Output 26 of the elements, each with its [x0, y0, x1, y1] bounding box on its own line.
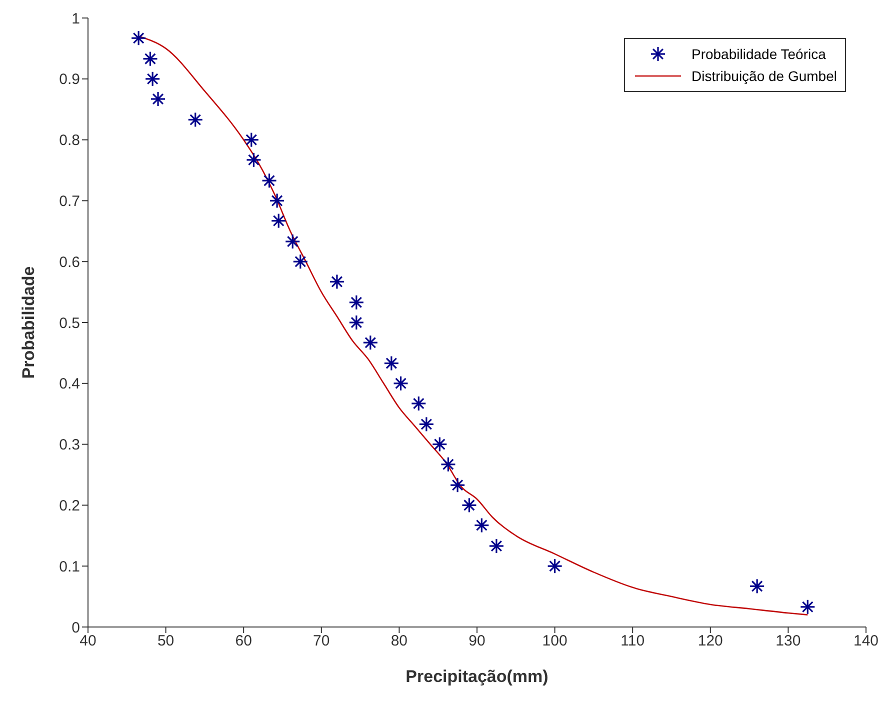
x-tick-label: 60: [235, 632, 252, 650]
y-tick-label: 0.1: [59, 558, 80, 576]
x-tick-label: 90: [468, 632, 486, 650]
x-tick-label: 80: [390, 632, 408, 650]
y-tick-label: 0.7: [59, 193, 80, 210]
y-tick-label: 0.5: [59, 314, 80, 332]
x-tick-label: 70: [313, 632, 330, 650]
y-tick-label: 0.8: [59, 132, 80, 150]
x-tick-label: 110: [620, 632, 645, 650]
y-tick-label: 0.2: [59, 498, 80, 515]
x-tick-label: 50: [157, 632, 174, 650]
x-tick-label: 100: [542, 632, 568, 650]
x-tick-label: 140: [853, 632, 879, 650]
x-tick-label: 120: [698, 632, 723, 650]
y-tick-label: 0.4: [59, 376, 80, 393]
legend-label: Distribuição de Gumbel: [691, 68, 837, 84]
x-tick-label: 130: [776, 632, 801, 650]
y-tick-label: 1: [72, 10, 80, 28]
y-tick-label: 0.6: [59, 254, 80, 271]
y-tick-label: 0.9: [59, 71, 80, 88]
y-tick-label: 0: [72, 619, 80, 636]
x-tick-label: 40: [80, 632, 96, 650]
legend-label: Probabilidade Teórica: [691, 46, 826, 62]
x-axis-title: Precipitação(mm): [406, 667, 548, 686]
y-axis-title: Probabilidade: [19, 266, 38, 379]
y-tick-label: 0.3: [59, 436, 80, 454]
